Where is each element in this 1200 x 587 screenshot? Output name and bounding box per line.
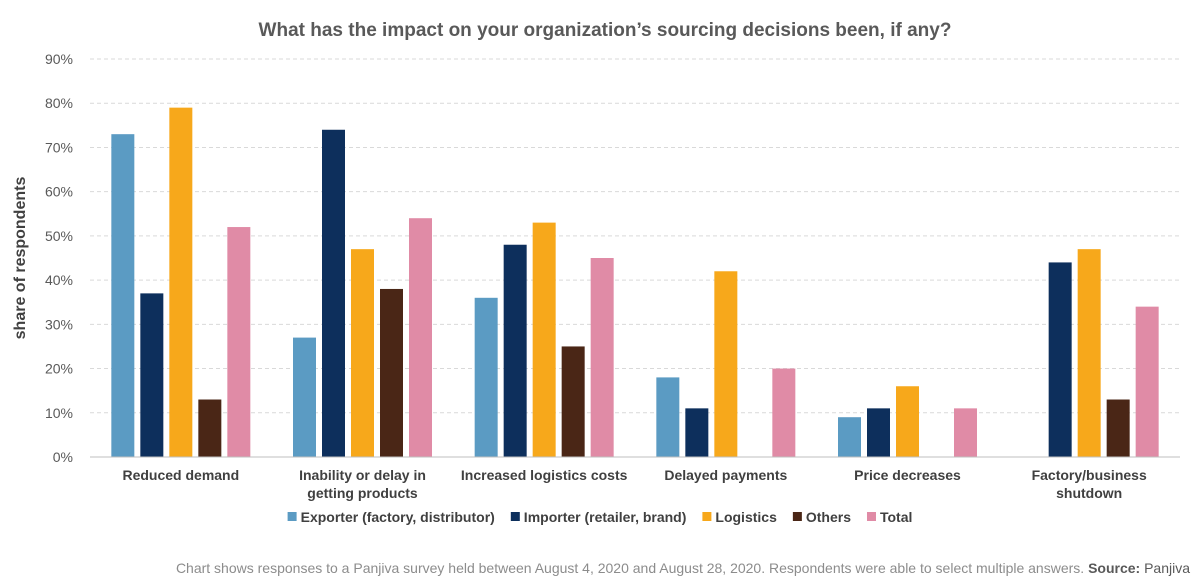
legend-swatch	[702, 512, 712, 521]
y-tick-label: 50%	[45, 228, 73, 244]
source-value: Panjiva	[1140, 560, 1190, 576]
y-tick-label: 10%	[45, 405, 73, 421]
y-tick-label: 60%	[45, 184, 73, 200]
chart-title: What has the impact on your organization…	[259, 20, 952, 41]
bar	[380, 288, 403, 457]
legend-label: Others	[806, 509, 851, 525]
bar	[772, 368, 796, 457]
gridlines	[90, 58, 1180, 414]
legend-item: Exporter (factory, distributor)	[287, 509, 495, 525]
footer-note: Chart shows responses to a Panjiva surve…	[0, 560, 1190, 576]
bar	[409, 218, 432, 457]
legend-swatch	[792, 512, 802, 521]
bar	[140, 293, 164, 457]
legend-swatch	[866, 512, 876, 521]
x-tick-label: Price decreases	[854, 467, 961, 483]
bar	[474, 297, 498, 457]
bar	[685, 408, 709, 457]
legend-label: Logistics	[715, 509, 777, 525]
legend-label: Exporter (factory, distributor)	[301, 509, 495, 525]
bar	[561, 346, 585, 457]
bar	[714, 271, 738, 457]
y-tick-label: 0%	[53, 449, 73, 465]
bar	[1135, 306, 1159, 457]
legend-label: Importer (retailer, brand)	[524, 509, 687, 525]
bar	[322, 129, 345, 457]
x-axis-categories: Reduced demand Inability or delay in getti…	[122, 467, 1146, 501]
bar	[1106, 399, 1130, 457]
bar	[954, 408, 977, 457]
bar	[351, 249, 374, 457]
legend: Exporter (factory, distributor) Importer …	[287, 509, 912, 525]
x-tick-label: Increased logistics costs	[461, 467, 628, 483]
bar	[198, 399, 222, 457]
bar	[169, 107, 193, 458]
bar	[532, 222, 556, 457]
source-label: Source:	[1088, 560, 1141, 576]
x-tick-label: Delayed payments	[664, 467, 787, 483]
x-tick-label: Reduced demand	[122, 467, 239, 483]
legend-item: Total	[866, 509, 912, 525]
y-axis-label: share of respondents	[12, 177, 29, 340]
legend-item: Logistics	[702, 509, 777, 525]
legend-swatch	[287, 512, 297, 521]
bar	[227, 227, 251, 457]
bar	[1077, 249, 1101, 457]
bar	[1048, 262, 1072, 457]
y-tick-label: 70%	[45, 139, 73, 155]
bars	[111, 107, 1159, 458]
x-tick-label: Factory/business shutdown	[1032, 467, 1147, 501]
bar	[590, 258, 614, 457]
bar	[838, 417, 861, 457]
bar	[656, 377, 680, 457]
legend-item: Others	[792, 509, 851, 525]
bar	[896, 386, 919, 457]
y-axis-ticks: 0% 10% 20% 30% 40% 50% 60% 70% 80% 90%	[45, 51, 73, 465]
legend-item: Importer (retailer, brand)	[510, 509, 687, 525]
legend-label: Total	[880, 509, 912, 525]
y-tick-label: 30%	[45, 316, 73, 332]
bar	[503, 244, 527, 457]
bar	[867, 408, 890, 457]
y-tick-label: 40%	[45, 272, 73, 288]
legend-swatch	[510, 512, 520, 521]
bar	[111, 134, 135, 457]
x-tick-label: Inability or delay in getting products	[299, 467, 426, 501]
y-tick-label: 80%	[45, 95, 73, 111]
y-tick-label: 20%	[45, 361, 73, 377]
footer-note-text: Chart shows responses to a Panjiva surve…	[175, 560, 1089, 576]
y-tick-label: 90%	[45, 51, 73, 67]
bar	[293, 337, 316, 457]
